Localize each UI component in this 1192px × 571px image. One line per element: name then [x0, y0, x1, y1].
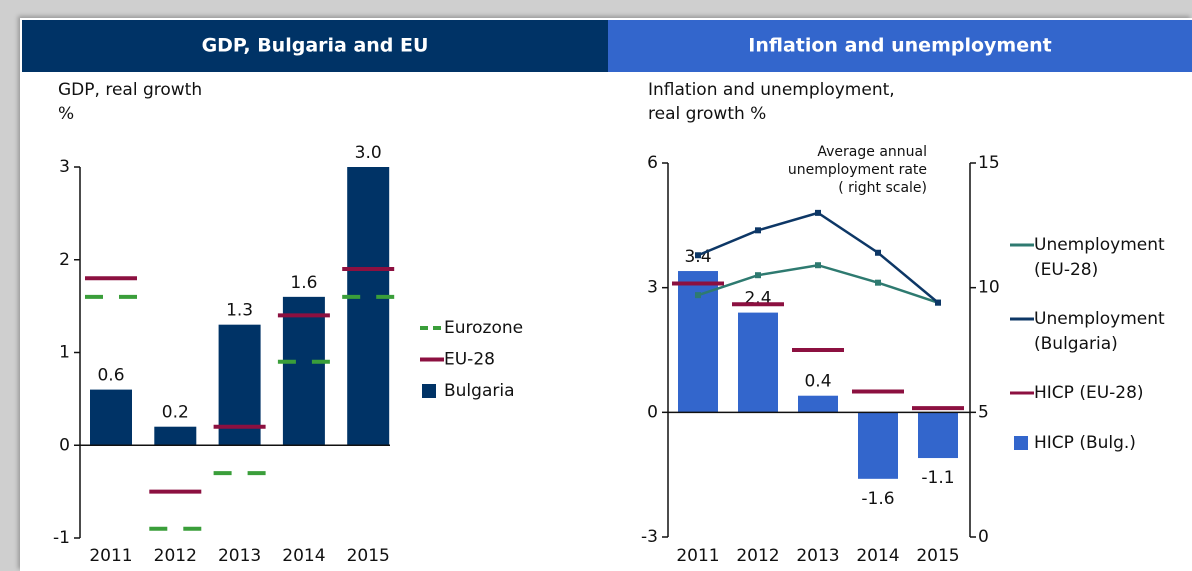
data-label: 0.4 — [804, 372, 831, 392]
point — [815, 209, 821, 216]
data-label: 0.2 — [162, 403, 189, 423]
bar — [154, 426, 197, 446]
bar — [282, 296, 325, 446]
x-tick-label: 2012 — [736, 546, 779, 566]
x-tick-label: 2015 — [347, 546, 390, 566]
annotation: ( right scale) — [838, 180, 927, 196]
y2-tick-label: 10 — [978, 278, 1000, 298]
x-tick-label: 2013 — [796, 546, 839, 566]
x-tick-label: 2011 — [676, 546, 719, 566]
point — [695, 292, 701, 299]
y-tick-label: 1 — [59, 343, 70, 363]
data-label: -1.1 — [921, 468, 954, 488]
bar — [90, 389, 132, 446]
bar — [347, 167, 390, 446]
legend-label: Bulgaria — [444, 381, 515, 401]
y-tick-label: -3 — [641, 527, 658, 547]
point — [695, 252, 701, 259]
legend-label: Unemployment (EU-28) — [1034, 235, 1165, 280]
x-tick-label: 2012 — [154, 546, 197, 566]
annotation: Average annual — [817, 144, 927, 160]
y-tick-label: 3 — [59, 157, 70, 177]
bar — [918, 412, 958, 459]
legend-label: EU-28 — [444, 350, 495, 370]
y-tick-label: 0 — [59, 435, 70, 455]
panel-header — [608, 20, 1192, 72]
bar — [798, 395, 838, 413]
x-tick-label: 2014 — [282, 546, 325, 566]
point — [875, 279, 881, 286]
point — [755, 272, 761, 279]
axis-title: GDP, real growth — [58, 80, 202, 100]
point — [935, 299, 941, 306]
y-tick-label: -1 — [53, 528, 70, 548]
y-tick-label: 0 — [647, 402, 658, 422]
data-label: 0.6 — [97, 366, 124, 386]
y2-tick-label: 5 — [978, 402, 989, 422]
legend-swatch — [422, 384, 436, 398]
y-tick-label: 6 — [647, 153, 658, 173]
x-tick-label: 2013 — [218, 546, 261, 566]
data-label: 1.6 — [290, 273, 317, 293]
x-tick-label: 2014 — [856, 546, 899, 566]
y2-tick-label: 15 — [978, 153, 1000, 173]
data-label: -1.6 — [861, 489, 894, 509]
annotation: unemployment rate — [788, 162, 927, 178]
data-label: 3.0 — [355, 143, 382, 163]
point — [875, 249, 881, 256]
y-tick-label: 2 — [59, 250, 70, 270]
panel-title: GDP, Bulgaria and EU — [202, 35, 429, 57]
point — [755, 227, 761, 234]
panel — [20, 18, 1192, 571]
axis-title: Inflation and unemployment, — [648, 80, 895, 100]
y2-tick-label: 0 — [978, 527, 989, 547]
legend-label: Eurozone — [444, 318, 523, 338]
point — [815, 262, 821, 269]
y-tick-label: 3 — [647, 278, 658, 298]
panel-title: Inflation and unemployment — [748, 35, 1051, 57]
line — [697, 211, 939, 304]
data-label: 1.3 — [226, 301, 253, 321]
x-tick-label: 2015 — [916, 546, 959, 566]
legend-swatch — [1014, 436, 1028, 450]
bar — [858, 412, 898, 479]
legend-label: HICP (Bulg.) — [1034, 433, 1136, 453]
legend-label: Unemployment (Bulgaria) — [1034, 309, 1165, 354]
axis-title: real growth % — [648, 104, 766, 124]
x-tick-label: 2011 — [89, 546, 132, 566]
line — [697, 263, 939, 304]
bar — [738, 312, 778, 413]
panel-header — [22, 20, 608, 72]
legend-label: HICP (EU-28) — [1034, 383, 1144, 403]
axis-title: % — [58, 104, 74, 124]
